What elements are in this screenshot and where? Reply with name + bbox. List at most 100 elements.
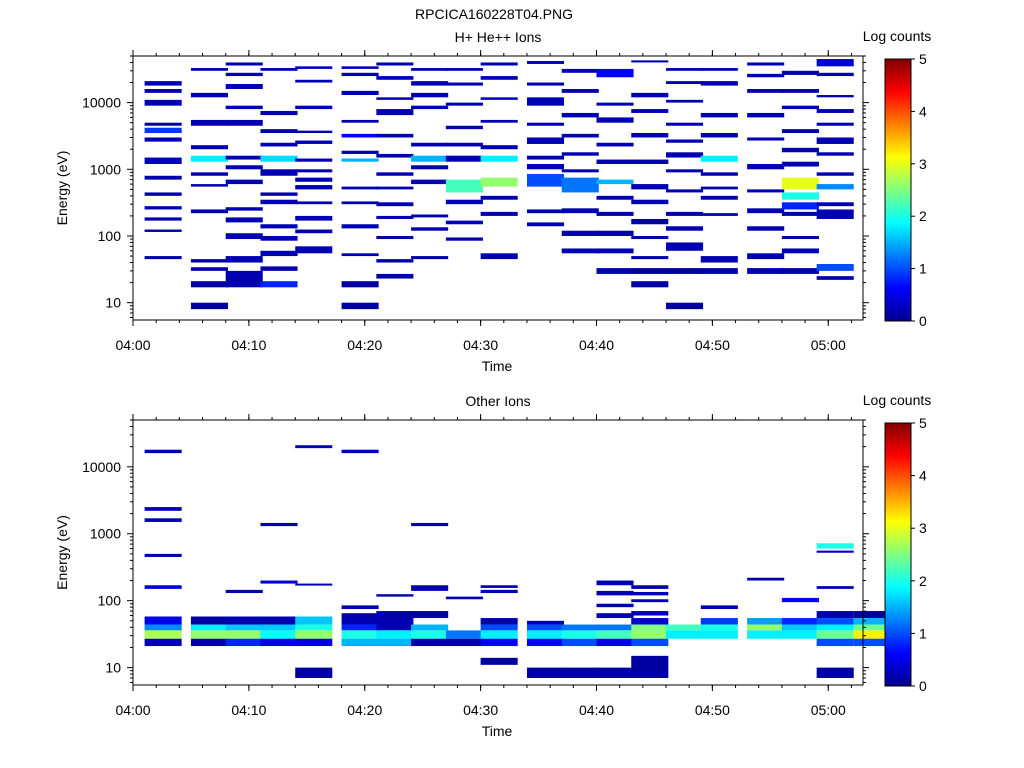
heatmap-cell xyxy=(853,624,891,631)
heatmap-cell xyxy=(816,611,854,619)
heatmap-cell xyxy=(341,302,379,310)
heatmap-cell xyxy=(747,630,785,639)
y-axis-label: Energy (eV) xyxy=(54,515,70,590)
heatmap-cell xyxy=(781,129,819,134)
heatmap-cell xyxy=(816,543,854,549)
heatmap-cell xyxy=(144,127,182,134)
heatmap-cell xyxy=(781,161,819,167)
heatmap-cell xyxy=(526,82,565,86)
heatmap-cell xyxy=(561,112,599,118)
heatmap-cell xyxy=(341,66,379,69)
heatmap-cell xyxy=(816,184,854,190)
heatmap-cell xyxy=(144,256,182,260)
heatmap-cell xyxy=(561,89,599,93)
heatmap-cell xyxy=(295,229,333,234)
heatmap-cell xyxy=(747,112,785,118)
heatmap-cell xyxy=(144,553,182,557)
heatmap-cell xyxy=(260,235,298,241)
heatmap-cell xyxy=(144,122,182,126)
heatmap-cell xyxy=(700,68,738,71)
heatmap-cell xyxy=(225,155,263,160)
heatmap-cell xyxy=(376,611,414,631)
heatmap-cell xyxy=(190,630,229,639)
heatmap-cell xyxy=(376,62,414,66)
heatmap-cell xyxy=(700,133,738,138)
heatmap-cell xyxy=(295,79,333,83)
heatmap-cell xyxy=(526,667,565,678)
y-axis-label: Energy (eV) xyxy=(54,151,70,226)
heatmap-cell xyxy=(561,630,599,639)
heatmap-cell xyxy=(480,253,518,260)
heatmap-cell xyxy=(700,618,738,625)
heatmap-cell xyxy=(411,165,449,170)
heatmap-cell xyxy=(853,618,891,625)
colorbar-tick-label: 4 xyxy=(919,468,927,484)
heatmap-cell xyxy=(666,211,704,216)
heatmap-cell xyxy=(781,105,819,110)
heatmap-cell xyxy=(781,630,819,639)
heatmap-cell xyxy=(260,142,298,147)
heatmap-cell xyxy=(411,179,449,185)
heatmap-cell xyxy=(631,199,669,205)
heatmap-cell xyxy=(225,105,263,110)
heatmap-cell xyxy=(144,507,182,511)
heatmap-cell xyxy=(445,82,483,86)
heatmap-cell xyxy=(295,169,333,173)
heatmap-cell xyxy=(144,81,182,86)
heatmap-cell xyxy=(225,62,263,66)
heatmap-cell xyxy=(480,630,518,639)
panels-group: H+ He++ Ions Time Energy (eV) 04:00 04:10 04:… xyxy=(54,28,931,739)
x-tick-label: 04:30 xyxy=(463,702,498,718)
heatmap-cell xyxy=(341,638,379,647)
heatmap-cell xyxy=(561,638,599,647)
heatmap-cell xyxy=(631,624,669,631)
heatmap-cell xyxy=(631,235,669,240)
heatmap-cell xyxy=(144,449,182,454)
heatmap-cell xyxy=(376,215,414,219)
y-tick-label: 10000 xyxy=(82,459,121,475)
heatmap-cell xyxy=(260,155,298,162)
heatmap-cell xyxy=(445,220,483,225)
heatmap-cell xyxy=(190,184,229,187)
figure-title: RPCICA160228T04.PNG xyxy=(415,6,573,22)
heatmap-cell xyxy=(631,591,669,596)
heatmap-cell xyxy=(341,253,379,257)
heatmap-cell xyxy=(526,620,565,625)
plot-frame xyxy=(132,55,864,321)
colorbar xyxy=(884,422,912,687)
heatmap-cell xyxy=(561,177,599,193)
heatmap-cell xyxy=(666,189,704,193)
x-tick-label: 04:20 xyxy=(347,702,382,718)
heatmap-cell xyxy=(190,624,229,631)
heatmap-cell xyxy=(190,281,229,288)
heatmap-cell xyxy=(596,195,634,200)
heatmap-cell xyxy=(561,169,599,173)
heatmap-cell xyxy=(816,638,854,647)
heatmap-cell xyxy=(144,192,182,196)
heatmap-cell xyxy=(260,630,298,639)
heatmap-cell xyxy=(225,270,263,288)
heatmap-cell xyxy=(816,95,854,98)
heatmap-cell xyxy=(816,202,854,207)
heatmap-cell xyxy=(631,611,669,616)
heatmap-cell xyxy=(341,150,379,154)
heatmap-cell xyxy=(781,268,819,274)
colorbar-tick-label: 0 xyxy=(919,678,927,694)
heatmap-cell xyxy=(376,186,414,190)
heatmap-cell xyxy=(144,175,182,180)
heatmap-cell xyxy=(596,179,634,185)
heatmap-cell xyxy=(596,248,634,254)
y-tick-label: 100 xyxy=(98,228,122,244)
heatmap-cell xyxy=(341,224,379,229)
x-tick-label: 05:00 xyxy=(811,337,846,353)
heatmap-cell xyxy=(411,81,449,86)
panel-title: H+ He++ Ions xyxy=(455,29,542,45)
heatmap-cell xyxy=(781,70,819,75)
heatmap-cell xyxy=(561,208,599,214)
heatmap-cell xyxy=(816,550,854,553)
heatmap-cell xyxy=(666,99,704,103)
heatmap-cell xyxy=(631,268,669,274)
heatmap-cell xyxy=(561,152,599,156)
heatmap-cell xyxy=(747,577,785,581)
